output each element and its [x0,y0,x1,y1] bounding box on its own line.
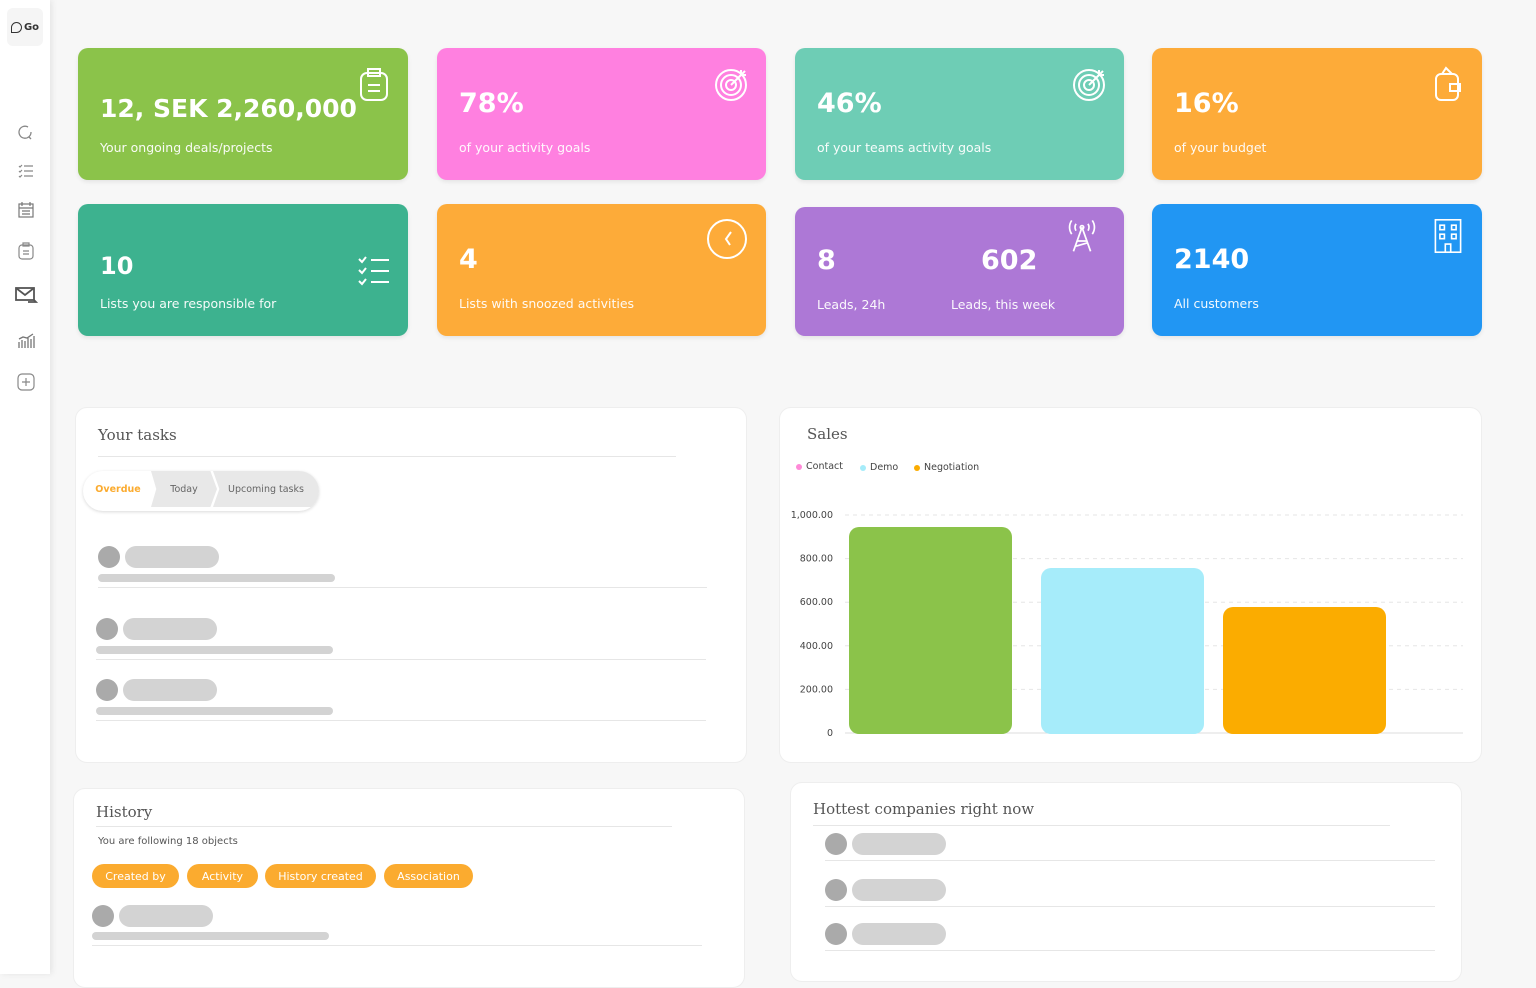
bar-contact [849,526,1012,734]
tasks-title: Your tasks [98,426,177,444]
chat-bubble-icon [10,21,22,33]
legend-label: Contact [806,461,843,472]
sales-chart: 0 200.00 400.00 600.00 800.00 1,000.00 [791,510,1463,739]
card-budget[interactable]: 16% of your budget [1152,48,1482,180]
card-value-2: 602 [981,245,1038,276]
card-value: 78% [459,88,524,119]
sales-title: Sales [807,425,848,443]
card-label: of your activity goals [459,140,591,155]
following-count: You are following 18 objects [98,836,238,847]
clipboard-icon[interactable] [14,239,38,263]
card-activity-goals[interactable]: 78% of your activity goals [437,48,766,180]
filter-activity[interactable]: Activity [187,864,258,888]
filter-history-created[interactable]: History created [265,864,376,888]
legend-contact[interactable]: Contact [796,461,843,472]
card-label: All customers [1174,296,1259,311]
card-label: Leads, 24h [817,297,886,312]
y-tick-label: 1,000.00 [791,510,833,521]
target-icon [1073,69,1105,101]
legend-label: Demo [870,462,899,473]
legend-label: Negotiation [924,462,980,473]
legend-negotiation[interactable]: Negotiation [914,462,979,473]
card-value: 4 [459,244,478,275]
card-value: 8 [817,245,836,276]
legend-swatch [796,463,802,470]
card-team-goals[interactable]: 46% of your teams activity goals [795,48,1124,180]
clipboard-icon [360,68,388,101]
card-label: Your ongoing deals/projects [100,140,273,155]
card-customers[interactable]: 2140 All customers [1152,204,1482,336]
tab-upcoming[interactable]: Upcoming tasks [213,471,319,507]
history-panel [73,788,745,988]
y-tick-label: 0 [827,728,833,739]
card-label: Lists you are responsible for [100,296,277,311]
task-tabs: Overdue Today Upcoming tasks [83,471,319,511]
card-value: 16% [1174,88,1239,119]
card-label: of your budget [1174,140,1267,155]
card-value: 10 [100,252,134,280]
hottest-title: Hottest companies right now [813,800,1035,818]
tab-overdue[interactable]: Overdue [95,483,141,495]
history-title: History [96,803,153,821]
card-label: Lists with snoozed activities [459,296,635,311]
card-deals[interactable]: 12, SEK 2,260,000 Your ongoing deals/pro… [78,48,408,180]
target-icon [715,69,747,101]
legend-swatch [860,464,866,471]
card-value: 12, SEK 2,260,000 [100,94,357,123]
calendar-icon[interactable] [14,198,38,222]
search-icon[interactable] [14,121,38,145]
wallet-icon [1435,66,1461,101]
y-tick-label: 400.00 [800,641,833,652]
bar-demo [1041,567,1204,734]
card-label-2: Leads, this week [951,297,1056,312]
logo[interactable]: Go [7,8,43,46]
clock-icon [707,219,747,259]
add-icon[interactable] [14,370,38,394]
legend-demo[interactable]: Demo [860,462,898,473]
card-value: 2140 [1174,244,1250,275]
mail-forward-icon[interactable] [14,283,38,307]
y-tick-label: 200.00 [800,684,833,695]
sidebar: Go [0,0,50,974]
checklist-icon [358,256,389,286]
tab-today[interactable]: Today [151,471,217,507]
building-icon [1434,218,1462,254]
card-lists[interactable]: 10 Lists you are responsible for [78,204,408,336]
card-label: of your teams activity goals [817,140,992,155]
logo-text: Go [23,21,40,33]
card-leads[interactable]: 8 Leads, 24h 602 Leads, this week [795,207,1124,336]
filter-created-by[interactable]: Created by [92,864,179,888]
chart-icon[interactable] [14,329,38,353]
bar-negotiation [1223,606,1386,734]
card-value: 46% [817,88,882,119]
antenna-icon [1068,219,1096,252]
tasks-panel [75,407,747,763]
list-icon[interactable] [14,159,38,183]
y-tick-label: 600.00 [800,597,833,608]
filter-association[interactable]: Association [384,864,473,888]
card-snoozed[interactable]: 4 Lists with snoozed activities [437,204,766,336]
y-tick-label: 800.00 [800,554,833,565]
legend-swatch [914,464,920,471]
